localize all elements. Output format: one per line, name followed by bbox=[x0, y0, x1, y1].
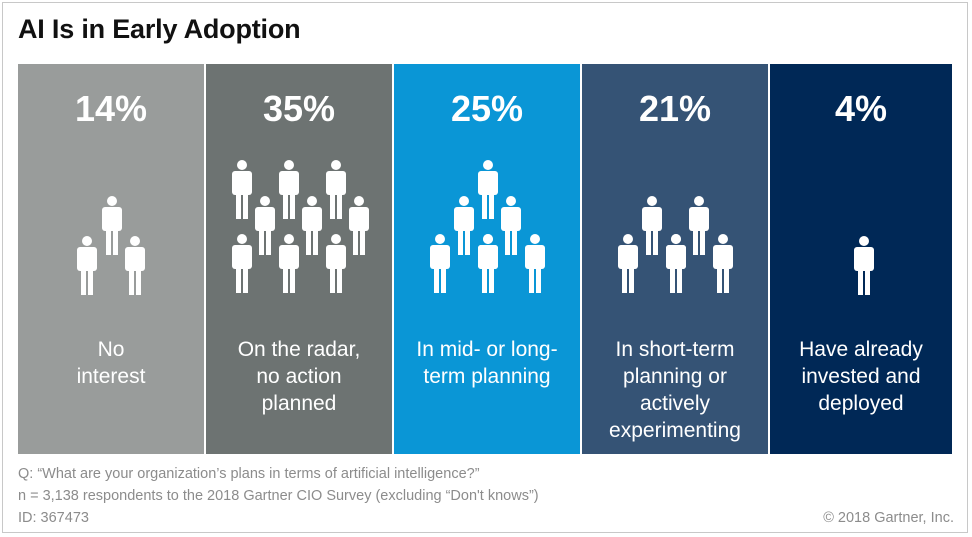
label-line: On the radar, bbox=[237, 338, 361, 361]
percent-value: 35% bbox=[262, 88, 336, 129]
label-line: invested and bbox=[801, 365, 921, 388]
people-pictogram bbox=[854, 236, 874, 295]
person-icon bbox=[102, 196, 122, 255]
label-line: experimenting bbox=[609, 419, 741, 442]
footer-id: ID: 367473 bbox=[18, 510, 89, 526]
category-panel: 25% In mid- or long-term planning bbox=[394, 64, 580, 454]
category-panel: 4% Have already invested and deployed bbox=[770, 64, 952, 454]
label-line: term planning bbox=[423, 365, 551, 388]
person-icon bbox=[349, 196, 369, 255]
category-label: In mid- or long-term planning bbox=[398, 336, 576, 390]
percent-value: 14% bbox=[74, 88, 148, 129]
person-icon bbox=[618, 234, 638, 293]
person-icon bbox=[430, 234, 450, 293]
person-icon bbox=[525, 234, 545, 293]
person-icon bbox=[666, 234, 686, 293]
person-icon bbox=[232, 160, 252, 219]
category-panel: 35% On the radar, no action planned bbox=[206, 64, 392, 454]
person-icon bbox=[478, 160, 498, 219]
label-line: interest bbox=[76, 365, 146, 388]
category-label: On the radar, no action planned bbox=[210, 336, 388, 417]
footer-question: Q: “What are your organization’s plans i… bbox=[18, 466, 480, 482]
category-label: Have already invested and deployed bbox=[774, 336, 948, 417]
person-icon bbox=[232, 234, 252, 293]
category-label: In short-term planning or actively experime… bbox=[586, 336, 764, 444]
person-icon bbox=[501, 196, 521, 255]
people-pictogram bbox=[77, 196, 145, 295]
people-pictogram bbox=[430, 160, 545, 293]
person-icon bbox=[454, 196, 474, 255]
person-icon bbox=[326, 160, 346, 219]
person-icon bbox=[713, 234, 733, 293]
person-icon bbox=[642, 196, 662, 255]
person-icon bbox=[77, 236, 97, 295]
category-panel: 14% No interest bbox=[18, 64, 204, 454]
chart-title: AI Is in Early Adoption bbox=[18, 14, 301, 44]
label-line: In short-term bbox=[615, 338, 735, 361]
label-line: no action bbox=[256, 365, 342, 388]
copyright: © 2018 Gartner, Inc. bbox=[823, 510, 954, 526]
person-icon bbox=[279, 234, 299, 293]
person-icon bbox=[478, 234, 498, 293]
percent-value: 21% bbox=[638, 88, 712, 129]
label-line: planned bbox=[261, 392, 337, 415]
category-panel: 21% In short-term planning or actively exper… bbox=[582, 64, 768, 454]
people-pictogram bbox=[232, 160, 369, 293]
label-line: In mid- or long- bbox=[416, 338, 558, 361]
person-icon bbox=[854, 236, 874, 295]
label-line: No bbox=[97, 338, 125, 361]
label-line: deployed bbox=[818, 392, 904, 415]
label-line: Have already bbox=[799, 338, 923, 361]
people-pictogram bbox=[618, 196, 733, 293]
person-icon bbox=[125, 236, 145, 295]
person-icon bbox=[326, 234, 346, 293]
footer-sample: n = 3,138 respondents to the 2018 Gartne… bbox=[18, 488, 539, 504]
person-icon bbox=[302, 196, 322, 255]
person-icon bbox=[689, 196, 709, 255]
percent-value: 25% bbox=[450, 88, 524, 129]
category-label: No interest bbox=[22, 336, 200, 390]
label-line: actively bbox=[639, 392, 711, 415]
person-icon bbox=[255, 196, 275, 255]
percent-value: 4% bbox=[834, 88, 888, 129]
label-line: planning or bbox=[623, 365, 727, 388]
person-icon bbox=[279, 160, 299, 219]
